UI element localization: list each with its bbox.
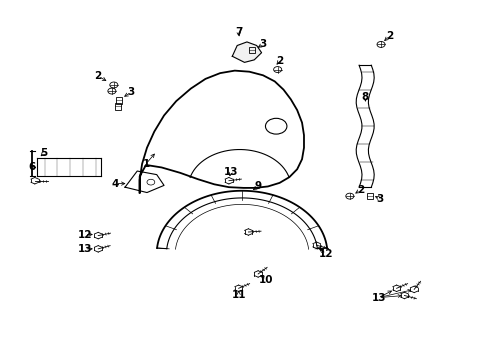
Text: 4: 4	[111, 179, 119, 189]
Text: 6: 6	[29, 162, 36, 172]
Text: 3: 3	[127, 87, 135, 97]
Bar	[248, 47, 254, 53]
Polygon shape	[232, 42, 261, 62]
Text: 2: 2	[356, 185, 364, 195]
Text: 13: 13	[77, 244, 92, 254]
Text: 2: 2	[386, 31, 393, 41]
Text: 12: 12	[77, 230, 92, 239]
Text: 13: 13	[370, 293, 385, 303]
Text: 12: 12	[319, 248, 333, 258]
Text: 2: 2	[275, 56, 283, 66]
Bar	[366, 193, 373, 199]
Bar	[114, 103, 121, 110]
Text: 3: 3	[259, 40, 266, 49]
Text: 5: 5	[40, 148, 47, 158]
Text: 7: 7	[234, 27, 242, 37]
Text: 8: 8	[361, 92, 368, 102]
Text: 1: 1	[142, 159, 149, 169]
Text: 11: 11	[231, 290, 245, 300]
Text: 2: 2	[94, 71, 102, 81]
Text: 9: 9	[254, 181, 261, 192]
Bar	[115, 97, 122, 104]
Text: 3: 3	[376, 194, 383, 204]
Text: 13: 13	[223, 167, 238, 177]
Text: 10: 10	[259, 275, 273, 285]
